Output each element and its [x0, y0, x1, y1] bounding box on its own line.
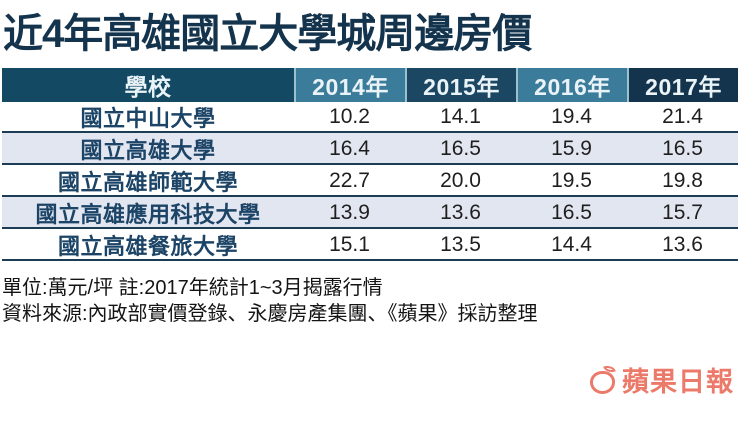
price-cell: 15.9 — [551, 137, 592, 160]
unit-note: 單位:萬元/坪 註:2017年統計1~3月揭露行情 — [2, 277, 383, 299]
school-name: 國立高雄大學 — [80, 138, 216, 163]
column-header-2015: 2015年 — [405, 68, 516, 102]
table-row: 國立高雄餐旅大學 15.1 13.5 14.4 13.6 — [2, 227, 738, 259]
price-cell: 13.6 — [662, 233, 703, 256]
price-cell: 21.4 — [662, 105, 703, 128]
price-cell: 16.4 — [329, 137, 370, 160]
column-header-2017: 2017年 — [627, 68, 738, 102]
price-cell: 13.6 — [440, 201, 481, 224]
price-table: 學校 2014年 2015年 2016年 2017年 國立中山大學 10.2 1… — [2, 68, 738, 261]
column-header-2014: 2014年 — [294, 68, 405, 102]
price-cell: 16.5 — [551, 201, 592, 224]
source-note: 資料來源:內政部實價登錄、永慶房產集團、《蘋果》採訪整理 — [2, 303, 538, 326]
table-row: 國立中山大學 10.2 14.1 19.4 21.4 — [2, 99, 738, 131]
price-cell: 14.1 — [440, 105, 481, 128]
price-cell: 20.0 — [440, 169, 481, 192]
price-cell: 13.5 — [440, 233, 481, 256]
school-name: 國立高雄餐旅大學 — [57, 234, 238, 259]
footnotes: 單位:萬元/坪 註:2017年統計1~3月揭露行情 資料來源:內政部實價登錄、永… — [2, 275, 740, 328]
page-title: 近4年高雄國立大學城周邊房價 — [3, 12, 532, 56]
price-cell: 19.4 — [551, 105, 592, 128]
price-cell: 14.4 — [551, 233, 592, 256]
apple-daily-logo-text: 蘋果日報 — [622, 367, 734, 397]
table-body: 國立中山大學 10.2 14.1 19.4 21.4 國立高雄大學 16.4 1… — [2, 99, 738, 261]
price-cell: 13.9 — [329, 201, 370, 224]
school-name: 國立高雄應用科技大學 — [35, 202, 261, 227]
price-cell: 15.7 — [662, 201, 703, 224]
price-cell: 22.7 — [329, 169, 370, 192]
apple-logo-icon — [589, 363, 619, 396]
infographic-page: 近4年高雄國立大學城周邊房價 學校 2014年 2015年 2016年 2017… — [0, 8, 740, 430]
apple-body-shape — [590, 370, 615, 394]
table-header-row: 學校 2014年 2015年 2016年 2017年 — [2, 68, 738, 102]
price-cell: 16.5 — [662, 137, 703, 160]
apple-daily-watermark: 蘋果日報 — [589, 360, 734, 399]
price-cell: 19.5 — [551, 169, 592, 192]
price-cell: 10.2 — [329, 105, 370, 128]
table-row: 國立高雄應用科技大學 13.9 13.6 16.5 15.7 — [2, 195, 738, 227]
price-cell: 16.5 — [440, 137, 481, 160]
school-name: 國立高雄師範大學 — [57, 170, 238, 195]
price-cell: 19.8 — [662, 169, 703, 192]
column-header-school: 學校 — [2, 68, 294, 102]
table-row: 國立高雄師範大學 22.7 20.0 19.5 19.8 — [2, 163, 738, 195]
price-cell: 15.1 — [329, 233, 370, 256]
table-row: 國立高雄大學 16.4 16.5 15.9 16.5 — [2, 131, 738, 163]
column-header-2016: 2016年 — [516, 68, 627, 102]
school-name: 國立中山大學 — [80, 106, 216, 131]
